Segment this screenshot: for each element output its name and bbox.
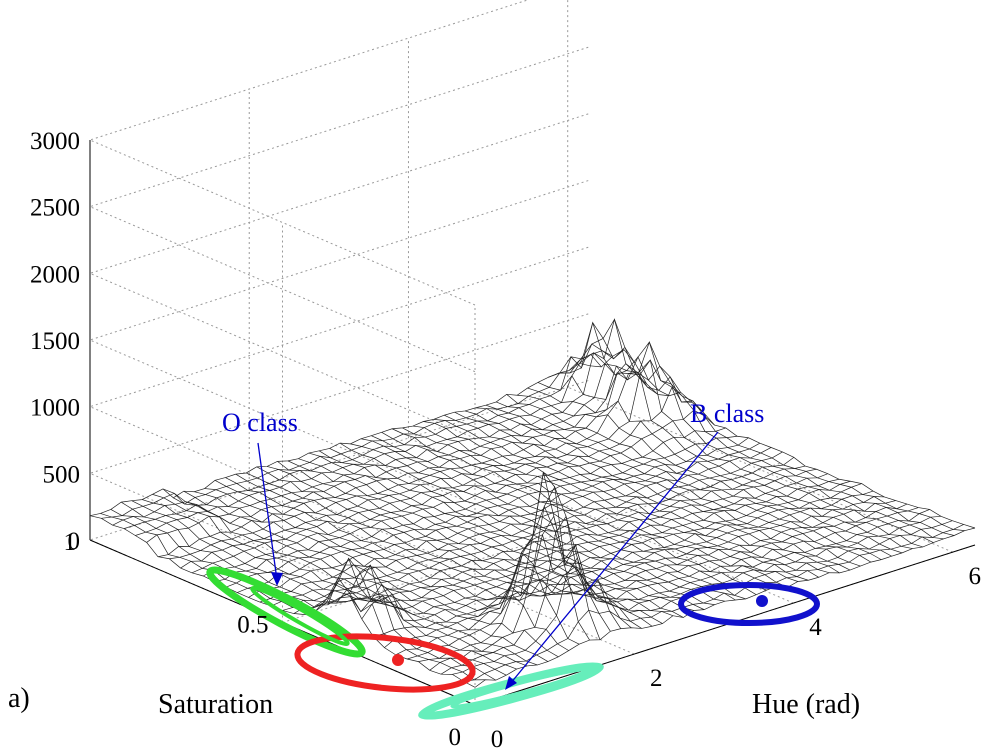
z-tick-label: 1500 [30,328,80,355]
mesh-line-sat [527,387,913,549]
mesh-line-sat [141,499,528,667]
arrow-b-class [505,431,719,690]
mesh-line-hue [350,480,851,615]
mesh-line-sat [287,460,674,617]
axes-grid [88,0,976,706]
mesh-line-sat [548,352,934,543]
z-tick-label: 1000 [30,395,80,422]
surface-mesh [89,318,976,688]
z-tick-label: 3000 [30,128,80,155]
z-gridline [88,312,591,639]
mesh-line-hue [271,447,772,607]
mesh-line-sat [266,466,653,627]
mesh-line-sat [423,421,809,581]
mesh-line-hue [248,437,749,598]
cluster-ellipse-green-inner [250,586,350,646]
hue-tick-label: 2 [650,665,663,692]
hue-tick-label: 6 [968,563,981,590]
z-tick-label: 2000 [30,261,80,288]
mesh-line-sat [318,450,705,610]
z-tick-label: 2500 [30,195,80,222]
z-gridline [88,46,591,373]
z-gridline [88,179,591,506]
mesh-line-sat [558,321,944,540]
sat-tick-label: 0.5 [237,612,268,639]
mesh-line-sat [235,473,622,629]
mesh-line-sat [391,428,778,587]
mesh-line-sat [214,471,601,640]
mesh-line-hue [361,483,862,622]
annotation-b-class: B class [690,399,764,428]
cluster-centroid [392,654,404,666]
mesh-line-sat [277,461,663,624]
mesh-line-hue [89,362,591,517]
mesh-line-sat [162,488,549,662]
mesh-line-sat [506,394,892,557]
mesh-line-sat [246,472,632,629]
cluster-ellipses [206,566,820,721]
mesh-line-sat [381,432,767,591]
mesh-line-sat [194,491,580,645]
mesh-line-sat [454,411,840,574]
mesh-line-hue [406,503,908,660]
cluster-ellipse-cyan-inner [450,667,590,709]
hue-tick-label: 4 [809,614,822,641]
sat-tick-label: 0 [449,724,462,751]
mesh-line-sat [579,346,965,532]
mesh-line-sat [360,438,746,600]
mesh-line-sat [485,404,872,563]
annotation-o-class: O class [222,408,298,437]
mesh-line-sat [537,372,924,548]
mesh-line-sat [131,500,517,670]
mesh-line-sat [204,488,590,641]
sat-tick-label: 1 [64,529,77,556]
panel-label: a) [8,683,30,714]
mesh-line-sat [339,442,726,602]
mesh-line-sat [183,490,569,651]
mesh-line-sat [433,419,819,578]
hue-axis-line [474,544,976,706]
mesh-line-sat [173,497,559,658]
cluster-centroid [756,595,768,607]
mesh-line-hue [135,318,636,536]
mesh-line-sat [402,427,788,588]
cluster-ellipse-green [206,566,366,658]
mesh-line-sat [464,410,851,571]
mesh-line-sat [412,425,799,582]
z-gridline [88,0,530,306]
mesh-line-sat [152,494,538,666]
mesh-line-sat [371,435,757,595]
mesh-line-sat [517,394,903,554]
mesh-line-sat [298,458,684,618]
z-tick-label: 500 [43,461,81,488]
mesh-line-sat [110,509,497,681]
cluster-ellipse-red [294,633,476,693]
mesh-line-sat [568,318,955,536]
mesh-line-sat [475,407,861,567]
z-gridline [88,112,591,439]
mesh-line-sat [444,414,830,574]
mesh-line-sat [329,448,715,605]
hue-tick-label: 0 [491,726,504,753]
mesh-line-sat [350,443,736,601]
mesh-line-sat [256,466,642,629]
mesh-line-sat [496,401,882,560]
mesh-line-sat [100,513,486,681]
z-tick-label: 0 [68,528,81,555]
y-axis-label: Saturation [158,689,273,720]
arrow-o-class [257,442,283,586]
mesh-line-sat [589,349,976,529]
cluster-ellipse-blue [678,582,820,626]
hue-floor-gridline [408,437,794,604]
x-axis-label: Hue (rad) [752,689,860,720]
mesh-line-sat [308,452,694,611]
